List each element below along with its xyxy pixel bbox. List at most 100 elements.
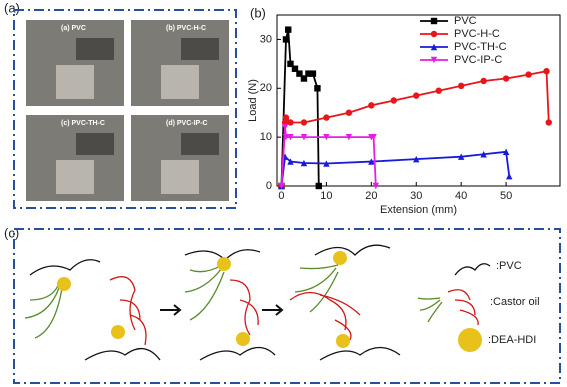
legend-text: :DEA-HDI — [488, 334, 536, 346]
pvc-chain — [314, 244, 391, 256]
castor-chain — [294, 264, 339, 313]
marker — [506, 173, 513, 180]
legend-label: PVC-H-C — [454, 28, 500, 40]
plot-frame — [276, 14, 561, 187]
marker — [296, 70, 303, 77]
arrow — [160, 304, 182, 316]
chart: 0 10 20 30 40 50 0 10 20 30 Extension (mm) Load (N)… — [247, 14, 561, 216]
marker — [282, 36, 290, 43]
photo-caption: (c) PVC-TH-C — [61, 120, 105, 127]
crosslinker — [111, 325, 125, 339]
marker — [372, 182, 380, 190]
x-tick-label: 50 — [500, 190, 512, 202]
legend-castor — [447, 289, 479, 326]
series-line — [280, 127, 377, 187]
x-tick-label: 0 — [278, 190, 284, 202]
y-tick-label: 0 — [266, 180, 272, 192]
crosslinker — [236, 332, 250, 346]
marker — [287, 119, 294, 126]
x-tick-label: 30 — [410, 190, 422, 202]
marker — [281, 119, 289, 126]
marker — [282, 133, 290, 141]
panel-frame — [13, 228, 561, 384]
marker — [545, 119, 552, 126]
clamp — [56, 160, 94, 194]
crosslinker — [57, 277, 71, 291]
castor-chain — [229, 279, 259, 336]
photo-caption: (d) PVC-IP-C — [166, 120, 208, 127]
marker — [323, 160, 330, 167]
crosslinker — [333, 251, 347, 265]
legend-pvc — [454, 263, 491, 276]
photo-grid: (a) PVC (b) PVC-H-C (c) PVC-TH-C (d) PVC-IP… — [26, 20, 229, 201]
castor-chain — [109, 276, 147, 346]
y-tick-label: 20 — [260, 82, 272, 94]
legend-text: :Castor oil — [490, 296, 540, 308]
marker — [300, 159, 308, 167]
pvc-chain — [84, 348, 161, 361]
panel-label: (c) — [4, 225, 19, 240]
crosslinker — [217, 257, 231, 271]
marker — [323, 133, 330, 141]
marker — [305, 70, 312, 77]
series-line — [280, 150, 511, 187]
marker — [291, 65, 299, 72]
marker — [430, 17, 438, 25]
marker — [300, 133, 308, 141]
marker — [370, 133, 377, 141]
x-tick-label: 10 — [320, 190, 332, 202]
crosslinker — [336, 334, 350, 348]
marker — [457, 82, 465, 90]
marker — [315, 182, 322, 190]
x-tick-label: 40 — [455, 190, 467, 202]
legend-crosslinker — [458, 328, 482, 352]
marker — [285, 26, 292, 33]
marker — [314, 85, 321, 92]
marker — [502, 148, 510, 155]
castor-chain — [184, 264, 225, 321]
schematic — [24, 244, 491, 361]
castor-chain — [289, 291, 361, 341]
clamp — [161, 65, 199, 99]
marker — [287, 60, 294, 68]
legend-text: :PVC — [496, 260, 522, 272]
marker — [281, 124, 289, 131]
marker — [300, 75, 308, 82]
marker — [278, 182, 285, 190]
x-axis-label: Extension (mm) — [380, 204, 457, 216]
y-axis-label: Load (N) — [247, 79, 259, 122]
marker — [525, 71, 532, 78]
castor-chain — [24, 279, 63, 339]
marker — [430, 43, 438, 51]
marker — [430, 56, 438, 64]
marker — [413, 92, 420, 99]
marker — [368, 158, 375, 165]
pvc-chain — [199, 346, 276, 361]
photo-caption: (b) PVC-H-C — [166, 25, 206, 32]
marker — [480, 77, 487, 85]
marker — [390, 97, 397, 104]
marker — [282, 114, 290, 121]
marker — [323, 114, 330, 121]
clamp — [181, 38, 219, 60]
marker — [287, 133, 294, 141]
clamp — [181, 133, 219, 155]
clamp — [76, 38, 114, 60]
clamp — [56, 65, 94, 99]
marker — [430, 30, 438, 38]
marker — [457, 153, 465, 160]
marker — [300, 119, 308, 126]
marker — [502, 75, 510, 82]
marker — [435, 87, 442, 94]
panel-label: (a) — [4, 0, 20, 15]
marker — [287, 158, 294, 165]
marker — [368, 102, 375, 109]
panel-frame — [13, 9, 237, 209]
photo-caption: (a) PVC — [61, 25, 86, 32]
x-tick-label: 20 — [365, 190, 377, 202]
y-tick-label: 10 — [260, 131, 272, 143]
y-tick-label: 30 — [260, 33, 272, 45]
legend-label: PVC-IP-C — [454, 54, 502, 66]
panel-label: (b) — [250, 5, 266, 20]
